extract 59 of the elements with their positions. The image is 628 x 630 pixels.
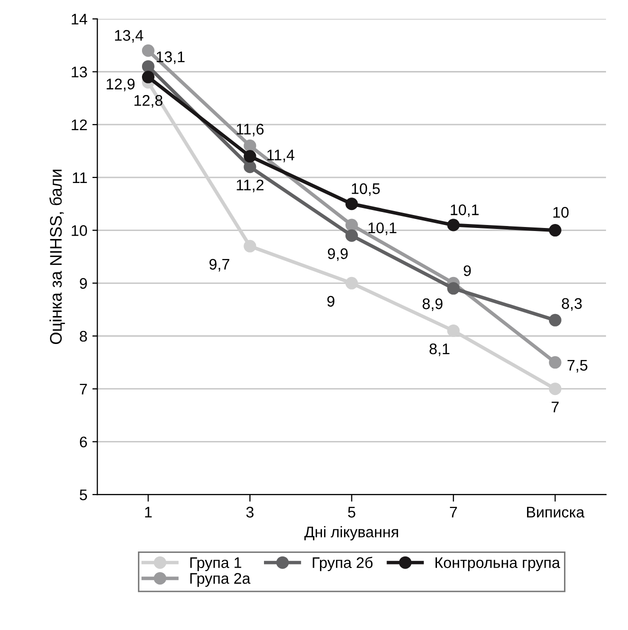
x-tick-label: 1 [145,506,152,518]
data-label: 12,9 [106,78,135,92]
x-tick-label: 7 [450,506,457,518]
point [548,314,562,326]
data-label: 10,1 [368,222,396,236]
legend-label: Контрольна група [436,557,560,572]
data-label: 10,1 [450,204,479,218]
data-label: 8,3 [562,298,582,311]
y-tick-label: 7 [80,384,87,394]
y-tick-label: 8 [80,330,87,342]
point [345,218,358,232]
point [345,276,358,290]
data-label: 7,5 [568,360,588,372]
legend-label: Група 2б [312,556,373,572]
data-label: 13,4 [115,30,144,43]
data-label: 11,4 [267,150,294,162]
point [447,218,460,232]
data-label: 13,1 [156,51,185,64]
x-tick-label: Виписка [527,506,584,518]
y-tick-label: 13 [72,66,87,78]
point [345,198,358,210]
y-tick-label: 12 [72,119,87,130]
data-label: 8,9 [422,298,442,312]
y-axis-title: Оцінка за NIHSS, бали [49,170,65,344]
y-tick-label: 14 [72,14,88,24]
point [548,382,562,396]
data-label: 8,1 [430,343,450,356]
data-label: 7 [552,402,559,412]
data-label: 12,8 [134,95,162,108]
data-label: 9 [464,265,471,276]
data-label: 11,2 [236,180,264,192]
point [447,324,460,337]
point [142,70,154,84]
legend-label: Група 1 [190,557,242,572]
point [548,356,562,369]
point [142,60,154,73]
point [345,229,358,242]
x-tick-label: 5 [348,506,356,518]
x-tick-label: 3 [246,506,254,518]
data-label: 10,5 [352,183,380,196]
data-label: 9 [327,296,334,307]
y-tick-label: 9 [80,278,87,289]
data-label: 10 [553,206,569,218]
point [548,224,562,237]
y-tick-label: 10 [72,225,88,236]
point [244,240,256,252]
y-tick-label: 11 [72,172,87,183]
y-tick-label: 5 [80,490,87,500]
point [447,282,460,295]
legend-label: Група 2а [190,573,250,587]
data-label: 9,7 [209,258,230,272]
data-label: 9,9 [328,248,348,261]
point [142,44,154,57]
point [244,139,256,152]
data-label: 11,6 [236,124,264,136]
point [244,150,256,163]
x-axis-title: Дні лікування [304,526,398,540]
point [244,160,256,174]
y-tick-label: 6 [80,436,87,448]
